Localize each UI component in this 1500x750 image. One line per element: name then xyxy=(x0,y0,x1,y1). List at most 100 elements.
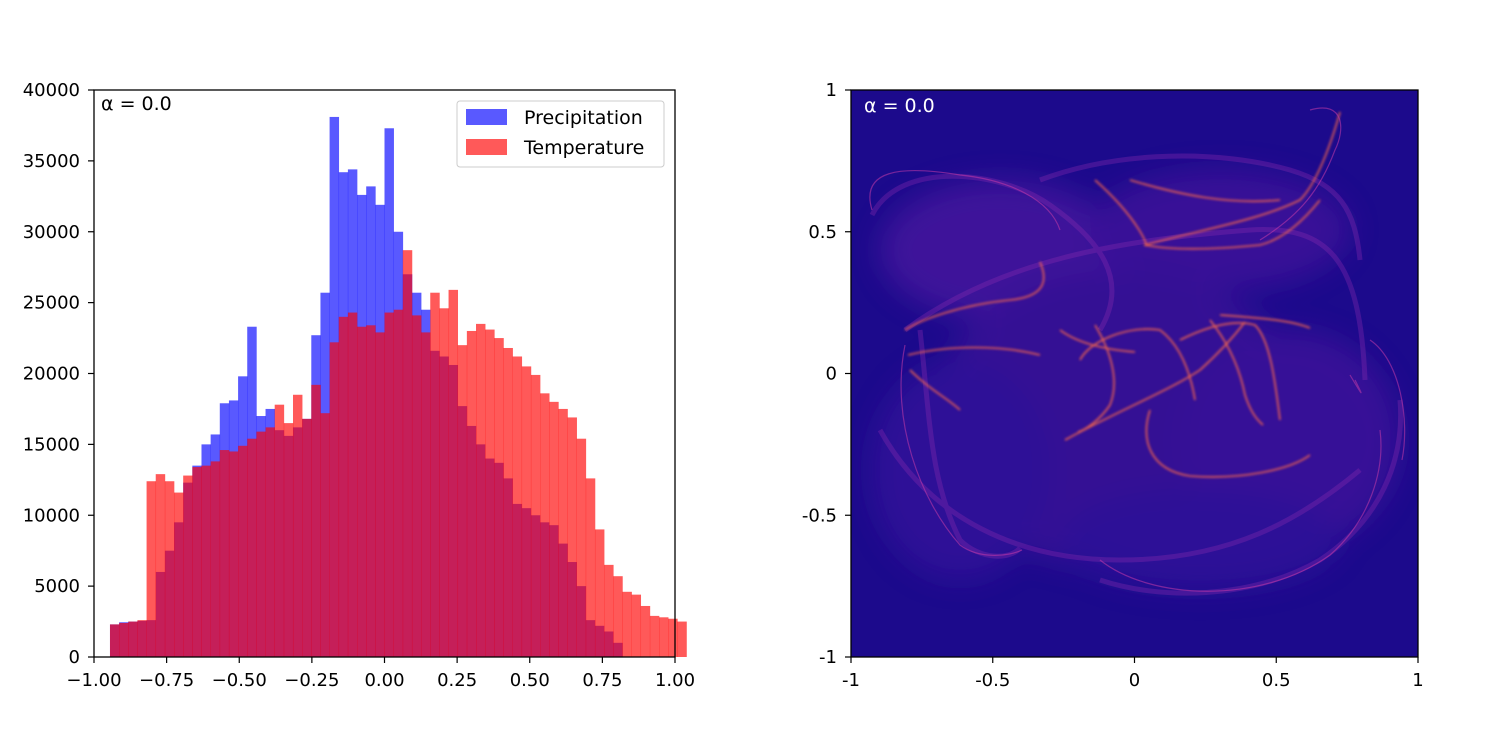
histogram-bar xyxy=(558,408,568,657)
x-tick-label: -0.5 xyxy=(975,670,1010,691)
histogram-bar xyxy=(164,481,175,657)
histogram-bar xyxy=(192,467,202,657)
histogram-bar xyxy=(585,478,596,657)
histogram-bar xyxy=(247,438,257,657)
attractor-outlines xyxy=(869,107,1406,592)
attractor-y-axis: -1 -0.5 0 0.5 1 xyxy=(802,80,851,668)
histogram-bar xyxy=(256,431,266,657)
histogram-bar xyxy=(640,605,651,657)
y-tick-label: 5000 xyxy=(34,576,80,597)
histogram-bar xyxy=(521,366,532,657)
x-tick-label: −0.50 xyxy=(212,670,267,691)
histogram-bar xyxy=(677,621,687,657)
histogram-bar xyxy=(274,404,285,657)
histogram-bar xyxy=(659,617,669,657)
histogram-bar xyxy=(604,564,614,657)
histogram-bar xyxy=(210,461,221,657)
histogram-bar xyxy=(393,309,404,657)
histogram-bar xyxy=(347,312,358,657)
histogram-bar xyxy=(146,481,157,657)
legend-frame xyxy=(456,100,665,168)
y-tick-label: 0.5 xyxy=(808,222,837,243)
y-tick-label: 0 xyxy=(826,364,837,385)
legend-swatch-temperature xyxy=(466,139,507,155)
histogram-bar xyxy=(421,332,431,657)
histogram-bar xyxy=(174,492,184,657)
histogram-bar xyxy=(119,622,129,657)
histogram-bar xyxy=(549,401,559,657)
histogram-bar xyxy=(384,312,394,657)
x-tick-label: -1 xyxy=(842,670,860,691)
histogram-bar xyxy=(238,445,248,657)
histogram-bar xyxy=(357,326,367,657)
x-tick-label: 0 xyxy=(1129,670,1140,691)
histogram-bar xyxy=(155,474,166,657)
histogram-bar xyxy=(292,394,303,657)
histogram-bar xyxy=(430,292,440,657)
histogram-bar xyxy=(137,620,147,657)
y-tick-label: 20000 xyxy=(23,364,80,385)
histogram-bar xyxy=(201,465,211,657)
y-tick-label: 40000 xyxy=(23,80,80,101)
histogram-bar xyxy=(457,345,468,657)
histogram-bar xyxy=(631,594,642,657)
y-tick-label: 35000 xyxy=(23,151,80,172)
histogram-bar xyxy=(366,325,376,657)
histogram-bar xyxy=(503,347,513,657)
histogram-bar xyxy=(594,529,605,657)
histogram-bar xyxy=(613,576,623,657)
histogram-bar xyxy=(649,615,660,657)
histogram-bar xyxy=(302,418,312,657)
x-tick-label: −1.00 xyxy=(66,670,121,691)
y-tick-label: 1 xyxy=(826,80,837,101)
x-tick-label: −0.75 xyxy=(139,670,194,691)
histogram-bar xyxy=(622,591,632,657)
histogram-bar xyxy=(668,618,678,657)
y-tick-label: 25000 xyxy=(23,293,80,314)
series-temperature xyxy=(109,250,687,658)
x-tick-label: 1 xyxy=(1412,670,1423,691)
histogram-bar xyxy=(448,289,459,657)
histogram-bar xyxy=(494,338,504,657)
attractor-x-axis: -1 -0.5 0 0.5 1 xyxy=(842,657,1424,691)
histogram-bar xyxy=(567,417,577,657)
x-tick-label: −0.25 xyxy=(284,670,339,691)
x-tick-label: 0.50 xyxy=(510,670,550,691)
histogram-y-axis: 0 5000 10000 15000 20000 25000 30000 35000 40000 xyxy=(23,80,94,668)
attractor-filaments xyxy=(904,111,1341,478)
histogram-x-axis: −1.00 −0.75 −0.50 −0.25 0.00 0.25 0.50 0.75 1.00 xyxy=(66,657,695,691)
histogram-bar xyxy=(329,342,340,657)
x-tick-label: 0.75 xyxy=(582,670,622,691)
histogram-panel: −1.00 −0.75 −0.50 −0.25 0.00 0.25 0.50 0.75 1.00… xyxy=(23,80,695,691)
y-tick-label: 0 xyxy=(69,647,80,668)
attractor-sheets xyxy=(869,153,1404,596)
histogram-bar xyxy=(338,316,349,657)
attractor-image xyxy=(869,107,1406,596)
histogram-bar xyxy=(183,475,193,657)
legend-label-precipitation: Precipitation xyxy=(524,107,643,129)
histogram-bar xyxy=(265,427,275,657)
legend-swatch-precipitation xyxy=(466,109,507,125)
histogram-bar xyxy=(375,332,385,657)
histogram-bar xyxy=(311,384,321,657)
x-tick-label: 0.25 xyxy=(437,670,477,691)
histogram-bar xyxy=(283,423,294,657)
attractor-haze xyxy=(870,170,1400,590)
y-tick-label: -1 xyxy=(819,647,837,668)
histogram-legend: Precipitation Temperature xyxy=(456,100,665,168)
y-tick-label: 15000 xyxy=(23,434,80,455)
histogram-bar xyxy=(530,374,541,657)
histogram-bar xyxy=(476,323,486,657)
attractor-annotation: α = 0.0 xyxy=(864,95,935,117)
histogram-bar xyxy=(466,330,477,657)
legend-label-temperature: Temperature xyxy=(523,137,644,159)
histogram-bars xyxy=(109,116,687,658)
histogram-bar xyxy=(439,308,449,657)
histogram-bar xyxy=(576,438,587,657)
histogram-bar xyxy=(540,393,550,657)
histogram-bar xyxy=(228,451,239,657)
attractor-panel: -1 -0.5 0 0.5 1 -1 -0.5 0 0.5 1 α = 0.0 xyxy=(802,80,1424,691)
y-tick-label: 30000 xyxy=(23,222,80,243)
histogram-annotation: α = 0.0 xyxy=(101,93,172,115)
